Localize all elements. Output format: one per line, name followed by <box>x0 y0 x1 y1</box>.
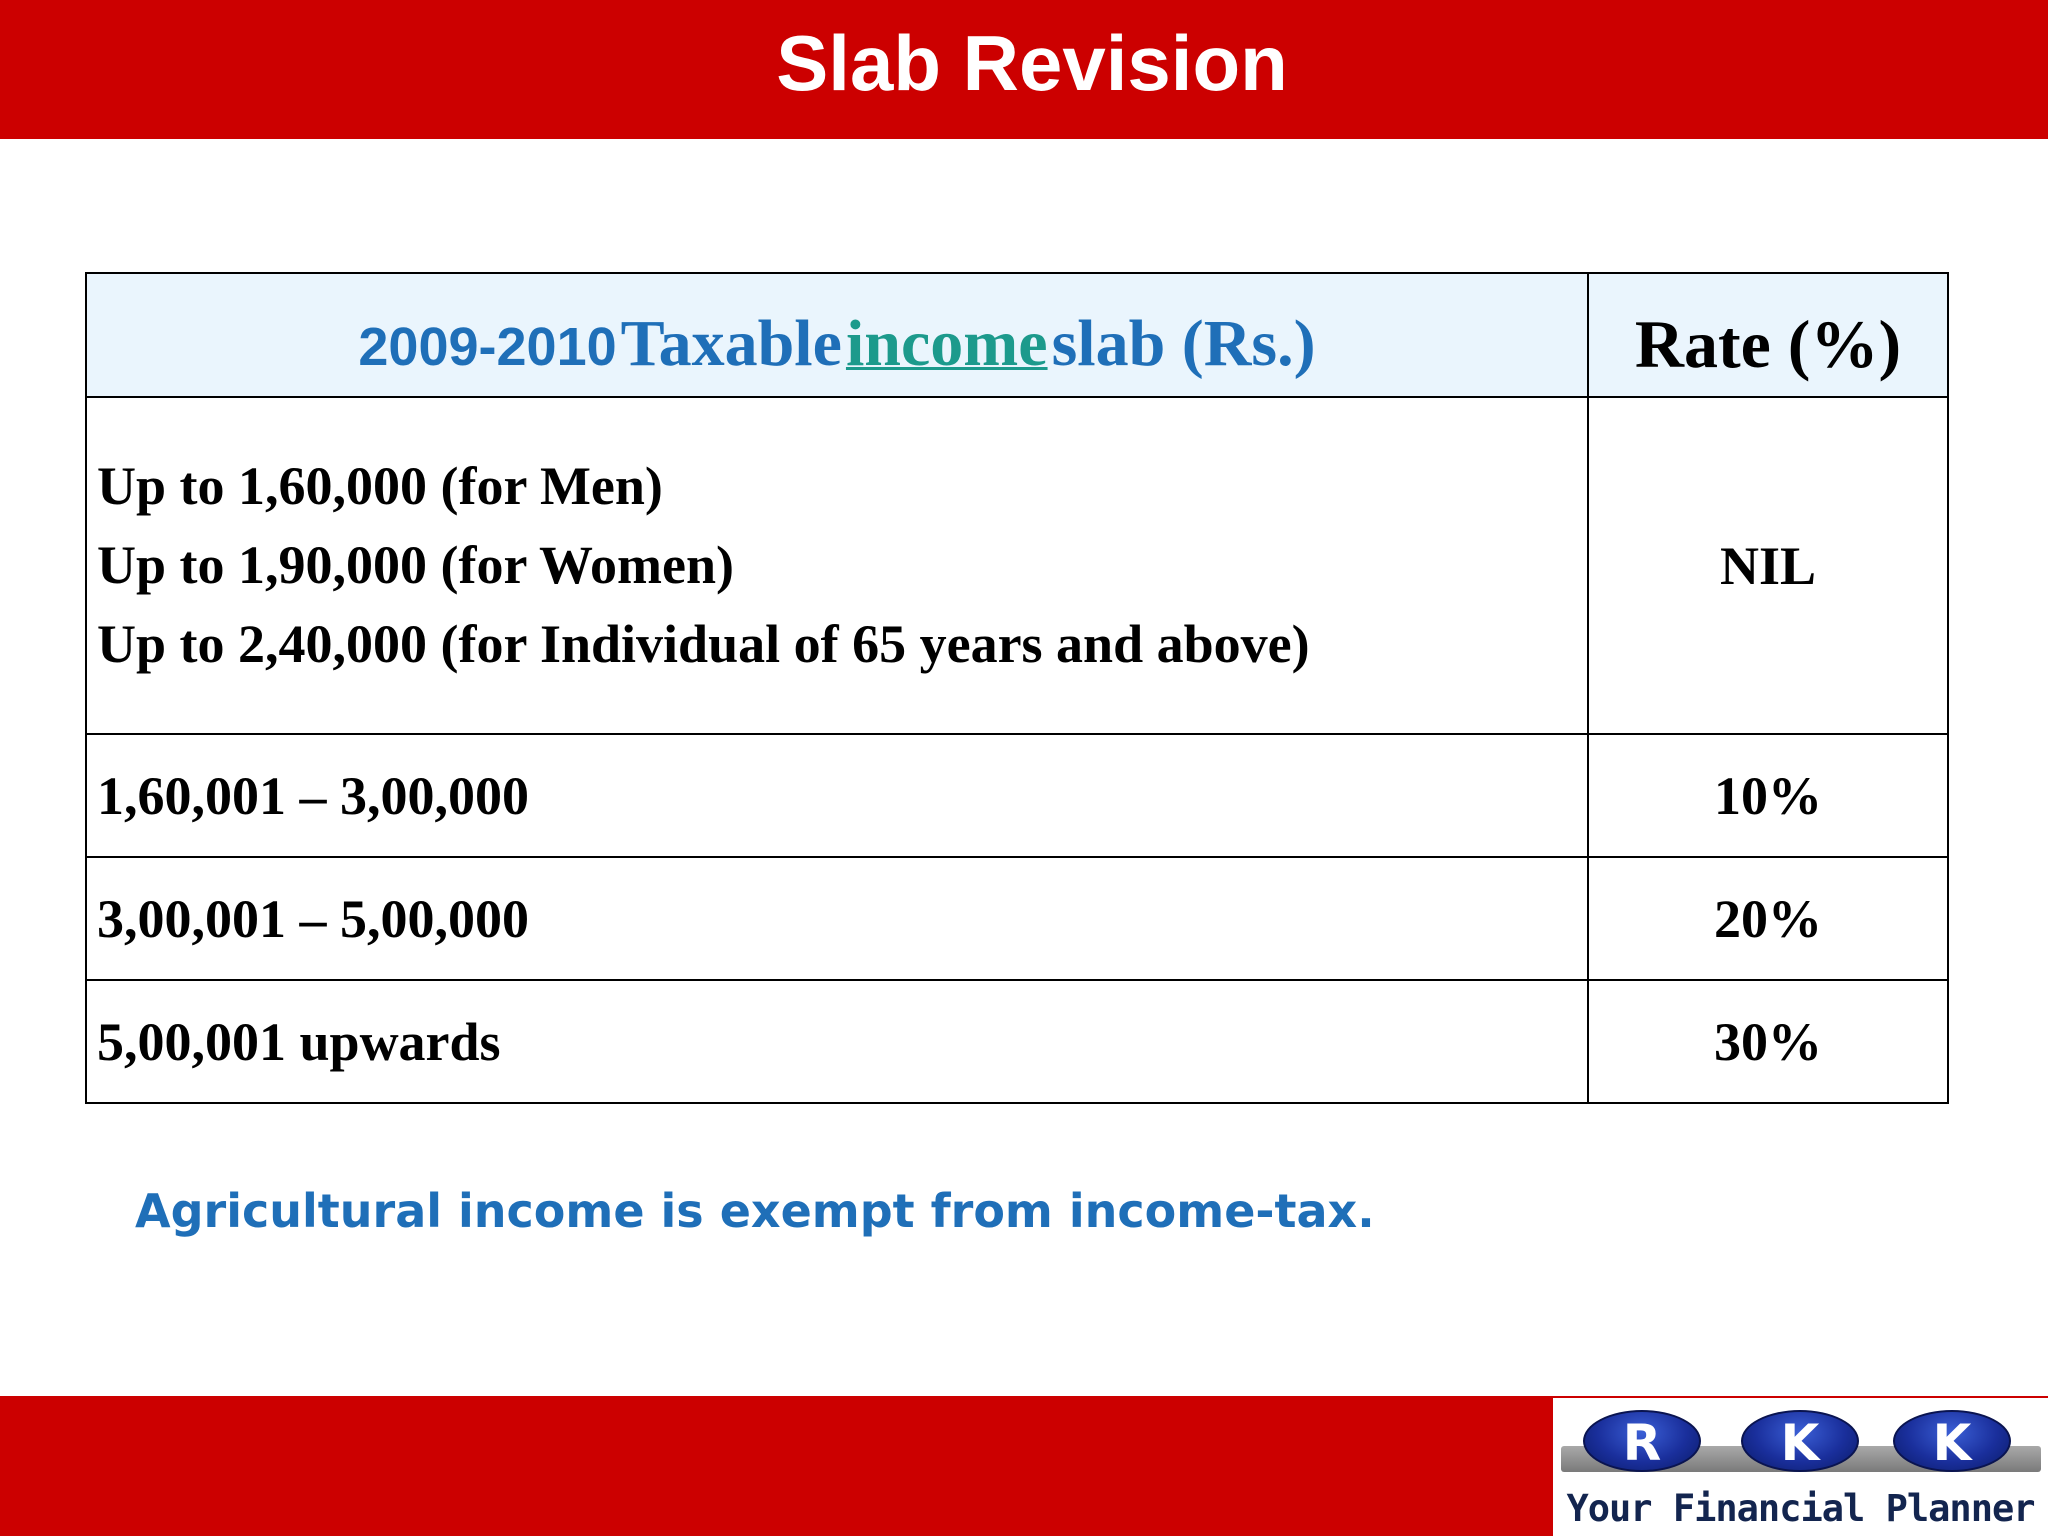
rate-cell: 20% <box>1587 856 1949 981</box>
header-taxable: Taxable <box>620 307 842 380</box>
rkk-logo: R K K Your Financial Planner <box>1553 1398 2048 1536</box>
logo-letter-k: K <box>1893 1410 2011 1472</box>
rate-cell: 10% <box>1587 733 1949 858</box>
slab-cell: 1,60,001 – 3,00,000 <box>85 733 1589 858</box>
table-row: 3,00,001 – 5,00,000 20% <box>85 856 1949 981</box>
agricultural-income-note: Agricultural income is exempt from incom… <box>135 1184 1375 1238</box>
slab-cell: 3,00,001 – 5,00,000 <box>85 856 1589 981</box>
title-banner <box>0 0 2048 139</box>
limit-senior: Up to 2,40,000 (for Individual of 65 yea… <box>97 614 1310 674</box>
logo-letter-r: R <box>1583 1410 1701 1472</box>
income-link[interactable]: income <box>845 307 1048 380</box>
header-year: 2009-2010 <box>358 317 617 377</box>
slide-title: Slab Revision <box>776 19 1288 107</box>
logo-tagline: Your Financial Planner <box>1566 1487 2035 1530</box>
table-header-row: 2009-2010 Taxable income slab (Rs.) Rate… <box>85 272 1949 398</box>
table-row: 1,60,001 – 3,00,000 10% <box>85 733 1949 858</box>
rate-cell: 30% <box>1587 979 1949 1104</box>
table-row: Up to 1,60,000 (for Men) Up to 1,90,000 … <box>85 396 1949 735</box>
limit-women: Up to 1,90,000 (for Women) <box>97 535 734 595</box>
slab-column-header: 2009-2010 Taxable income slab (Rs.) <box>85 272 1589 398</box>
header-slab-rs: slab (Rs.) <box>1051 307 1316 380</box>
logo-letter-k: K <box>1741 1410 1859 1472</box>
slab-cell: 5,00,001 upwards <box>85 979 1589 1104</box>
table-row: 5,00,001 upwards 30% <box>85 979 1949 1104</box>
tax-slab-table: 2009-2010 Taxable income slab (Rs.) Rate… <box>85 272 1949 1104</box>
exemption-limits-cell: Up to 1,60,000 (for Men) Up to 1,90,000 … <box>85 396 1589 735</box>
limit-men: Up to 1,60,000 (for Men) <box>97 456 663 516</box>
nil-rate-cell: NIL <box>1587 396 1949 735</box>
rate-column-header: Rate (%) <box>1587 272 1949 398</box>
